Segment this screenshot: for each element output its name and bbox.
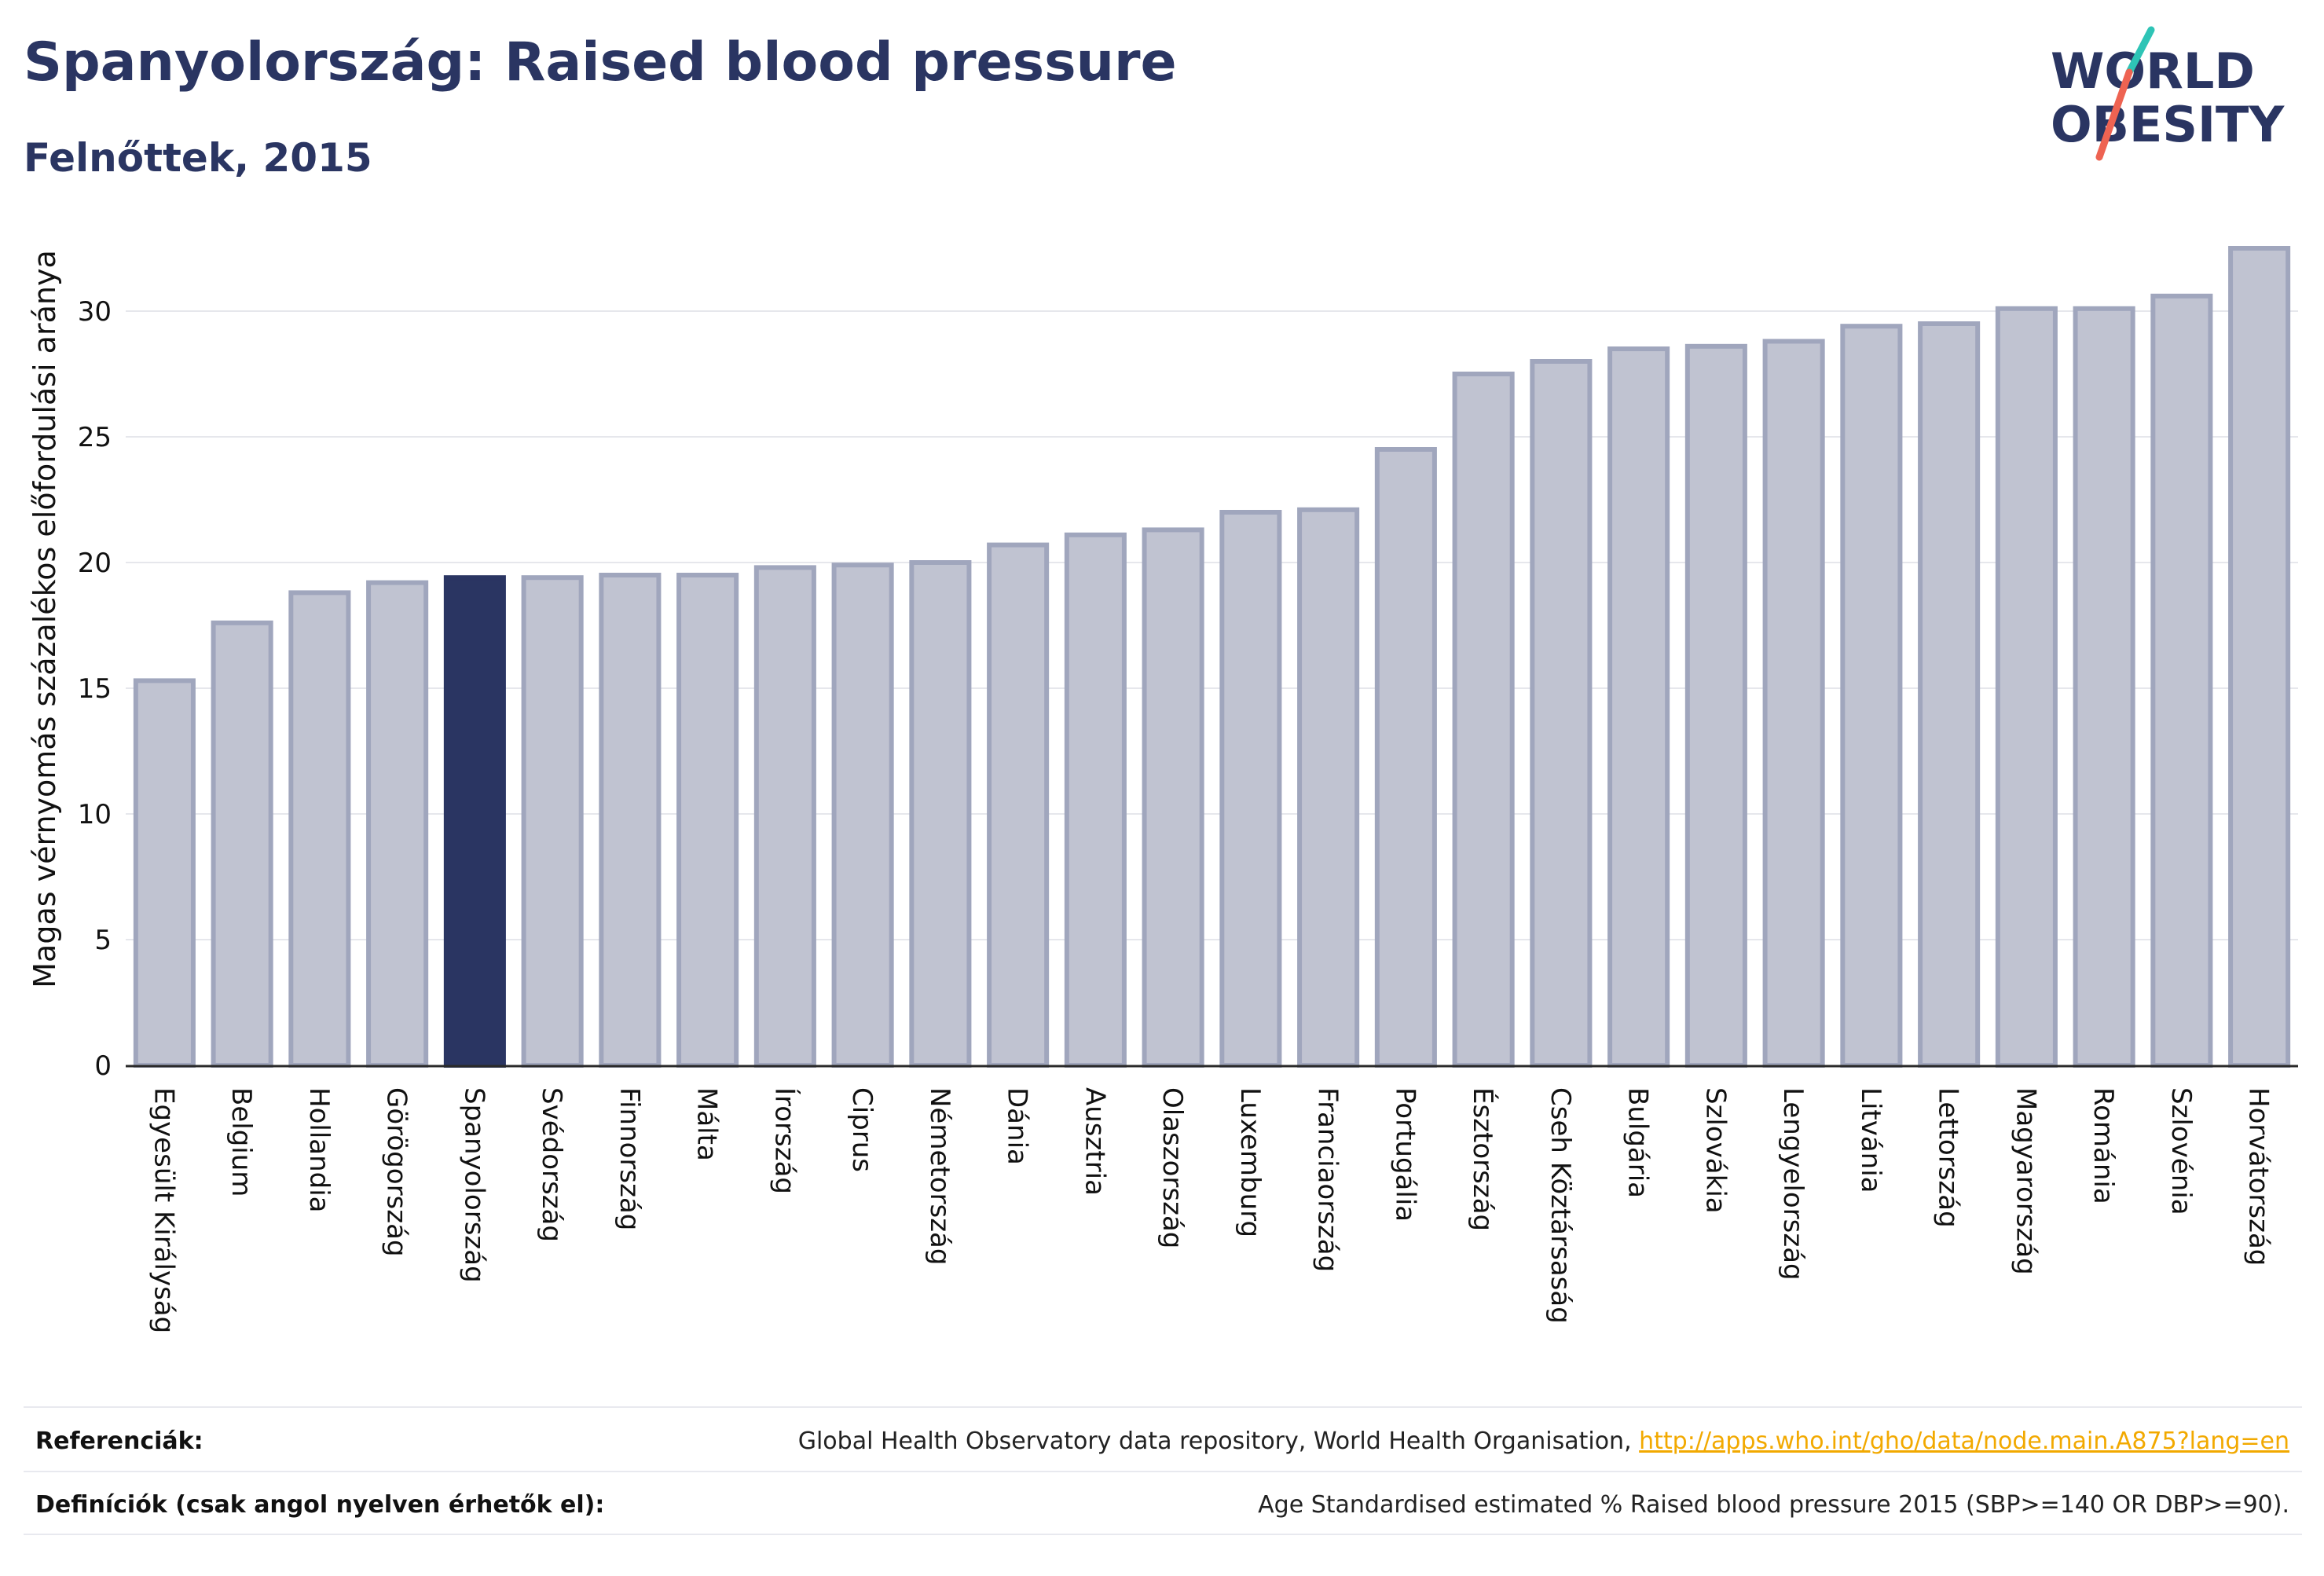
y-axis-label: Magas vérnyomás százalékos előfordulási … bbox=[27, 250, 62, 988]
x-tick-label: Egyesült Királyság bbox=[148, 1087, 179, 1333]
x-tick-label: Magyarország bbox=[2010, 1087, 2041, 1275]
bar bbox=[1840, 324, 1903, 1068]
x-tick-label: Litvánia bbox=[1855, 1087, 1886, 1193]
page-subtitle: Felnőttek, 2015 bbox=[24, 135, 372, 181]
bar bbox=[288, 590, 351, 1068]
x-tick-label: Bulgária bbox=[1622, 1087, 1654, 1198]
bar bbox=[599, 573, 662, 1068]
x-tick-label: Olaszország bbox=[1157, 1087, 1188, 1248]
y-tick-label: 5 bbox=[94, 925, 112, 956]
x-tick-label: Svédország bbox=[536, 1087, 567, 1242]
bar bbox=[909, 560, 972, 1068]
bar bbox=[2228, 246, 2291, 1068]
x-tick-label: Hollandia bbox=[303, 1087, 335, 1213]
y-axis-ticks: 0 5 10 15 20 25 30 bbox=[78, 296, 112, 1082]
bar bbox=[1219, 510, 1282, 1068]
x-tick-label: Szlovákia bbox=[1699, 1087, 1731, 1214]
y-tick-label: 10 bbox=[78, 799, 112, 830]
bar bbox=[366, 580, 429, 1068]
bar bbox=[753, 565, 816, 1068]
bar bbox=[831, 563, 894, 1068]
x-tick-label: Ciprus bbox=[846, 1087, 878, 1172]
x-tick-label: Észtország bbox=[1467, 1087, 1499, 1231]
references-link[interactable]: http://apps.who.int/gho/data/node.main.A… bbox=[1639, 1428, 2289, 1455]
x-tick-label: Írország bbox=[768, 1087, 801, 1194]
x-tick-label: Málta bbox=[691, 1087, 723, 1161]
x-tick-label: Belgium bbox=[225, 1087, 257, 1197]
bar bbox=[1142, 527, 1204, 1068]
bar bbox=[2150, 293, 2213, 1068]
bar bbox=[676, 573, 739, 1068]
bar bbox=[1762, 339, 1825, 1068]
bar bbox=[133, 678, 196, 1068]
x-tick-label: Franciaország bbox=[1312, 1087, 1343, 1272]
definitions-label: Definíciók (csak angol nyelven érhetők e… bbox=[35, 1491, 605, 1519]
y-tick-label: 20 bbox=[78, 548, 112, 579]
page-title: Spanyolország: Raised blood pressure bbox=[24, 31, 1177, 93]
x-tick-label: Portugália bbox=[1389, 1087, 1420, 1222]
y-tick-label: 30 bbox=[78, 296, 112, 328]
x-tick-label: Horvátország bbox=[2243, 1087, 2275, 1266]
svg-text:WORLD: WORLD bbox=[2051, 42, 2255, 100]
bar bbox=[1064, 532, 1127, 1068]
bar bbox=[1607, 346, 1670, 1068]
bar bbox=[521, 575, 584, 1068]
footer-divider bbox=[24, 1471, 2302, 1472]
y-tick-label: 15 bbox=[78, 673, 112, 705]
x-tick-label: Finnország bbox=[614, 1087, 645, 1230]
x-tick-label: Lengyelország bbox=[1777, 1087, 1809, 1281]
x-tick-label: Görögország bbox=[381, 1087, 412, 1257]
x-tick-label: Dánia bbox=[1002, 1087, 1033, 1165]
x-tick-label: Románia bbox=[2088, 1087, 2119, 1204]
x-tick-label: Szlovénia bbox=[2165, 1087, 2197, 1215]
footer-divider bbox=[24, 1406, 2302, 1408]
x-tick-label: Németország bbox=[924, 1087, 955, 1265]
definitions-text: Age Standardised estimated % Raised bloo… bbox=[1258, 1491, 2289, 1519]
bar bbox=[987, 542, 1050, 1068]
bar bbox=[1918, 321, 1981, 1068]
x-tick-label: Lettország bbox=[1933, 1087, 1964, 1228]
references-text: Global Health Observatory data repositor… bbox=[798, 1428, 2289, 1455]
y-tick-label: 25 bbox=[78, 422, 112, 453]
references-source: Global Health Observatory data repositor… bbox=[797, 1428, 1640, 1455]
bar-chart: 0 5 10 15 20 25 30 Egyesült Királyság Belgium Ho… bbox=[27, 246, 2298, 1333]
bar bbox=[2073, 306, 2135, 1068]
bar bbox=[211, 620, 273, 1068]
bar bbox=[1995, 306, 2058, 1068]
references-label: Referenciák: bbox=[35, 1428, 203, 1455]
svg-text:OBESITY: OBESITY bbox=[2051, 96, 2285, 153]
x-tick-label: Ausztria bbox=[1079, 1087, 1110, 1196]
x-tick-label: Spanyolország bbox=[458, 1087, 489, 1283]
bar bbox=[1374, 447, 1437, 1068]
footer-divider bbox=[24, 1534, 2302, 1535]
x-tick-label: Luxemburg bbox=[1234, 1087, 1266, 1237]
x-axis-tick-labels: Egyesült Királyság Belgium Hollandia Görögo… bbox=[148, 1087, 2274, 1333]
bar bbox=[1684, 343, 1747, 1068]
bar bbox=[1530, 359, 1593, 1068]
y-tick-label: 0 bbox=[94, 1050, 112, 1082]
bars bbox=[133, 246, 2291, 1068]
bar-highlighted bbox=[443, 575, 506, 1068]
world-obesity-logo: WORLD OBESITY bbox=[2043, 24, 2302, 165]
bar bbox=[1297, 507, 1360, 1068]
bar bbox=[1452, 372, 1515, 1068]
x-tick-label: Cseh Köztársaság bbox=[1545, 1087, 1576, 1324]
